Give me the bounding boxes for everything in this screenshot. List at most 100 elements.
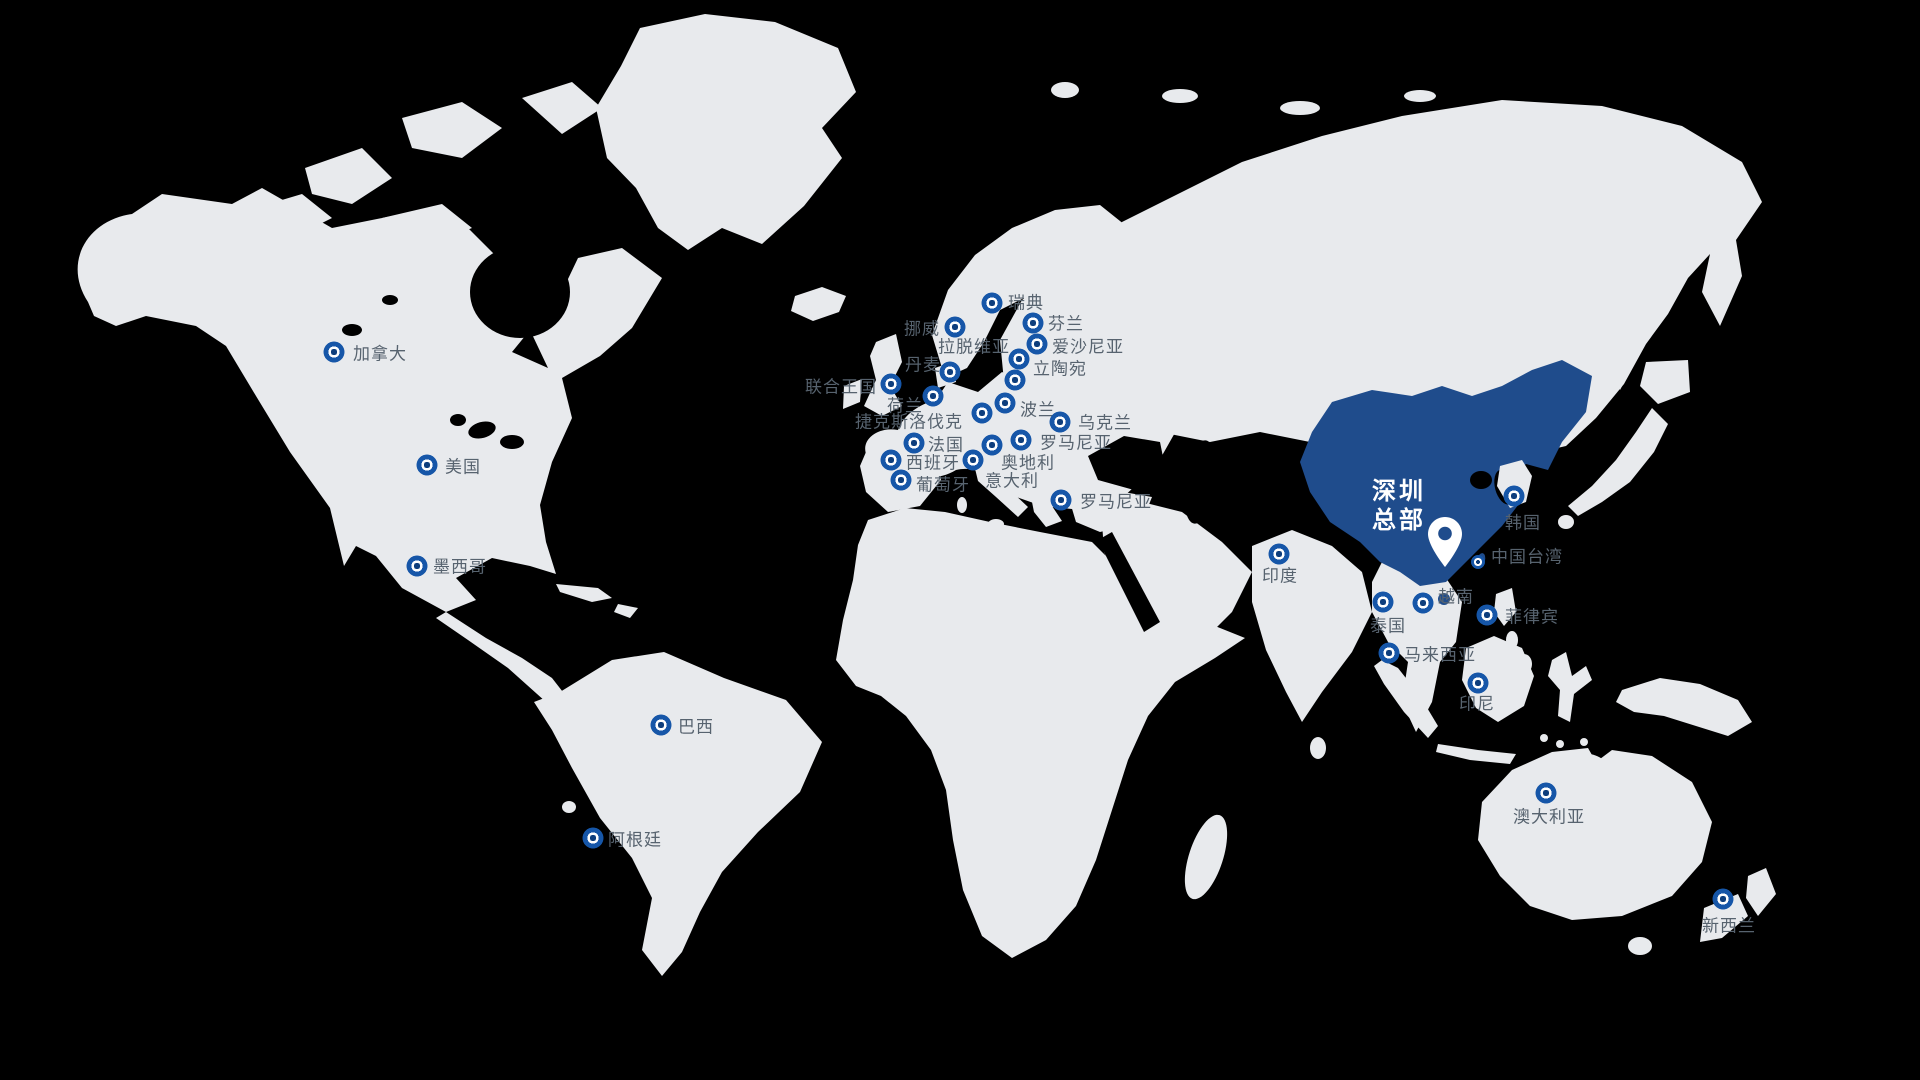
- vietnam-marker-icon: [1412, 592, 1434, 614]
- india-marker-icon: [1268, 543, 1290, 565]
- new-zealand-marker-icon: [1712, 888, 1734, 910]
- romania-2-marker-icon: [1050, 489, 1072, 511]
- south-korea-label: 韩国: [1505, 513, 1541, 533]
- landmass-lesser-sunda-1: [1540, 734, 1548, 742]
- landmass-siberian-isles: [1404, 90, 1436, 102]
- landmass-south-america: [534, 652, 822, 976]
- romania-label: 罗马尼亚: [1040, 433, 1112, 453]
- landmass-india: [1252, 530, 1372, 722]
- taiwan-china-marker-icon: [1471, 555, 1485, 569]
- taiwan-china-label: 中国台湾: [1491, 547, 1563, 567]
- landmass-philippines-2: [1506, 631, 1518, 649]
- latvia-label: 拉脱维亚: [938, 337, 1010, 357]
- france-label: 法国: [928, 435, 964, 455]
- malaysia-label: 马来西亚: [1404, 645, 1476, 665]
- water-overlays: [342, 246, 1216, 632]
- canada-lake-1: [342, 324, 362, 336]
- romania-marker-icon: [1010, 429, 1032, 451]
- landmass-new-zealand: [1700, 868, 1776, 942]
- denmark-label: 丹麦: [905, 355, 941, 375]
- landmass-italy: [972, 450, 1028, 517]
- italy-marker-icon: [962, 449, 984, 471]
- spain-marker-icon: [880, 449, 902, 471]
- lithuania-label: 立陶宛: [1033, 359, 1087, 379]
- finland-label: 芬兰: [1048, 314, 1084, 334]
- hq-pin-icon: [1428, 517, 1462, 567]
- canada-label: 加拿大: [353, 344, 407, 364]
- landmass-iceland: [791, 287, 846, 321]
- hq-label-line1: 深圳: [1372, 478, 1426, 505]
- mexico-label: 墨西哥: [433, 557, 487, 577]
- usa-marker-icon: [416, 454, 438, 476]
- canada-marker-icon: [323, 341, 345, 363]
- landmass-java: [1436, 744, 1516, 764]
- landmass-philippines: [1494, 588, 1516, 626]
- estonia-label: 爱沙尼亚: [1052, 337, 1124, 357]
- landmass-china: [1300, 360, 1592, 586]
- united-kingdom-label: 联合王国: [805, 377, 877, 397]
- poland-label: 波兰: [1020, 400, 1056, 420]
- netherlands-label: 荷兰: [887, 396, 923, 416]
- sweden-label: 瑞典: [1008, 293, 1044, 313]
- czechoslovakia-marker-icon: [971, 402, 993, 424]
- landmass-british-isles: [843, 334, 902, 416]
- landmass-north-america: [77, 188, 663, 612]
- landmass-madagascar: [1184, 814, 1228, 900]
- portugal-marker-icon: [890, 469, 912, 491]
- canada-lake-2: [382, 295, 398, 305]
- landmass-russia-asia: [1000, 100, 1762, 452]
- ukraine-marker-icon: [1049, 411, 1071, 433]
- landmass-sri-lanka: [1310, 737, 1326, 759]
- landmass-new-guinea: [1616, 678, 1752, 736]
- landmass-borneo: [1462, 636, 1534, 722]
- poland-marker-icon: [994, 392, 1016, 414]
- netherlands-marker-icon: [922, 385, 944, 407]
- indonesia-label: 印尼: [1459, 694, 1495, 714]
- landmass-svalbard: [1051, 82, 1079, 98]
- great-lakes-3: [450, 414, 466, 426]
- philippines-marker-icon: [1476, 604, 1498, 626]
- landmass-honshu: [1568, 408, 1668, 516]
- landmass-central-america: [436, 612, 566, 702]
- thailand-marker-icon: [1372, 591, 1394, 613]
- black-sea: [1088, 436, 1166, 490]
- shenzhen-hq-label: 深圳 总部: [1372, 477, 1426, 535]
- denmark-marker-icon: [939, 361, 961, 383]
- landmass-scandinavia: [932, 205, 1125, 378]
- italy-label: 意大利: [985, 471, 1039, 491]
- indonesia-marker-icon: [1467, 672, 1489, 694]
- argentina-label: 阿根廷: [608, 830, 662, 850]
- norway-marker-icon: [944, 316, 966, 338]
- james-bay: [512, 330, 548, 368]
- landmass-greenland: [596, 14, 856, 250]
- south-korea-marker-icon: [1503, 485, 1525, 507]
- landmass-philippines-3: [1516, 654, 1532, 674]
- landmass-falkland: [562, 801, 576, 813]
- great-lakes-1: [468, 421, 496, 439]
- landmass-severnaya: [1280, 101, 1320, 115]
- caspian-sea: [1184, 440, 1216, 524]
- spain-label: 西班牙: [906, 453, 960, 473]
- norway-label: 挪威: [904, 319, 940, 339]
- finland-marker-icon: [1022, 312, 1044, 334]
- mexico-marker-icon: [406, 555, 428, 577]
- brazil-label: 巴西: [678, 717, 714, 737]
- landmass-sardinia: [957, 497, 967, 513]
- brazil-marker-icon: [650, 714, 672, 736]
- landmass-sumatra: [1374, 660, 1438, 738]
- hq-label-line2: 总部: [1372, 507, 1426, 534]
- india-label: 印度: [1262, 566, 1298, 586]
- austria-marker-icon: [981, 434, 1003, 456]
- australia-marker-icon: [1535, 782, 1557, 804]
- landmass-hainan: [1438, 593, 1450, 605]
- austria-label: 奥地利: [1001, 453, 1055, 473]
- ukraine-label: 乌克兰: [1078, 413, 1132, 433]
- australia-label: 澳大利亚: [1513, 807, 1585, 827]
- great-lakes-2: [500, 435, 524, 449]
- usa-label: 美国: [445, 457, 481, 477]
- sweden-marker-icon: [981, 292, 1003, 314]
- landmass-kyushu: [1558, 515, 1574, 529]
- landmass-balkans: [1030, 486, 1062, 527]
- united-kingdom-marker-icon: [880, 373, 902, 395]
